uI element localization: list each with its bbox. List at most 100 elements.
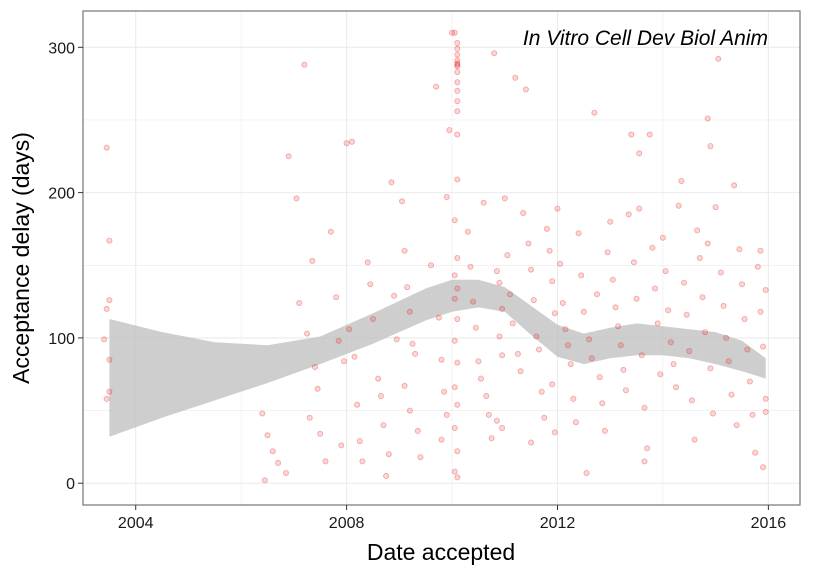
data-point	[739, 281, 746, 288]
data-point	[398, 198, 405, 205]
data-point	[375, 375, 382, 382]
data-point	[401, 247, 408, 254]
data-point	[454, 60, 461, 67]
data-point	[522, 86, 529, 93]
data-point	[454, 176, 461, 183]
data-point	[549, 278, 556, 285]
data-point	[454, 448, 461, 455]
data-point	[617, 342, 624, 349]
data-point	[686, 347, 693, 354]
data-point	[475, 358, 482, 365]
data-point	[715, 55, 722, 62]
data-point	[451, 337, 458, 344]
data-point	[744, 346, 751, 353]
data-point	[356, 438, 363, 445]
data-point	[304, 330, 311, 337]
data-point	[103, 305, 110, 312]
data-point	[448, 29, 455, 36]
data-point	[752, 449, 759, 456]
data-point	[264, 432, 271, 439]
data-point	[691, 436, 698, 443]
data-point	[572, 419, 579, 426]
data-point	[364, 259, 371, 266]
data-point	[412, 350, 419, 357]
data-point	[101, 336, 108, 343]
data-point	[528, 266, 535, 273]
data-point	[762, 395, 769, 402]
data-point	[678, 177, 685, 184]
data-point	[417, 454, 424, 461]
data-point	[438, 436, 445, 443]
data-point	[401, 382, 408, 389]
data-point	[485, 411, 492, 418]
x-axis-title: Date accepted	[367, 539, 515, 565]
data-point	[340, 358, 347, 365]
data-point	[559, 299, 566, 306]
data-point	[322, 458, 329, 465]
data-point	[520, 209, 527, 216]
smooth-confidence-band	[109, 279, 766, 437]
data-point	[717, 269, 724, 276]
data-point	[620, 366, 627, 373]
data-point	[688, 397, 695, 404]
data-point	[543, 225, 550, 232]
data-point	[106, 388, 113, 395]
data-point	[665, 307, 672, 314]
data-point	[609, 276, 616, 283]
data-point	[636, 205, 643, 212]
data-point	[488, 435, 495, 442]
data-point	[702, 329, 709, 336]
data-point	[369, 315, 376, 322]
data-point	[546, 247, 553, 254]
data-point	[499, 424, 506, 431]
data-point	[311, 363, 318, 370]
data-point	[707, 365, 714, 372]
data-point	[675, 202, 682, 209]
data-point	[348, 138, 355, 145]
data-point	[454, 51, 461, 58]
data-point	[406, 308, 413, 315]
data-point	[103, 395, 110, 402]
data-point	[454, 108, 461, 115]
data-point	[388, 179, 395, 186]
data-point	[496, 279, 503, 286]
data-point	[636, 150, 643, 157]
data-point	[346, 326, 353, 333]
x-tick-label: 2004	[118, 515, 154, 532]
data-point	[335, 337, 342, 344]
data-point	[454, 69, 461, 76]
data-point	[393, 336, 400, 343]
data-point	[723, 334, 730, 341]
axis-ticks: 2004 2008 2012 2016 0 100 200 300	[48, 40, 786, 532]
data-point	[586, 336, 593, 343]
data-point	[443, 411, 450, 418]
data-point	[454, 285, 461, 292]
data-point	[451, 384, 458, 391]
data-point	[496, 333, 503, 340]
data-point	[623, 387, 630, 394]
y-tick-label: 100	[48, 331, 75, 348]
data-point	[710, 410, 717, 417]
data-point	[451, 29, 458, 36]
confidence-ribbon	[109, 279, 766, 437]
data-point	[641, 458, 648, 465]
data-point	[454, 79, 461, 86]
data-point	[454, 254, 461, 261]
data-point	[681, 279, 688, 286]
data-point	[383, 472, 390, 479]
data-point	[583, 469, 590, 476]
data-point	[499, 352, 506, 359]
data-point	[414, 427, 421, 434]
data-point	[599, 400, 606, 407]
data-point	[588, 355, 595, 362]
data-point	[696, 254, 703, 261]
data-point	[354, 401, 361, 408]
data-point	[454, 401, 461, 408]
data-point	[641, 404, 648, 411]
y-tick-label: 300	[48, 40, 75, 57]
data-point	[296, 299, 303, 306]
data-point	[480, 199, 487, 206]
data-point	[625, 211, 632, 218]
data-point	[670, 361, 677, 368]
